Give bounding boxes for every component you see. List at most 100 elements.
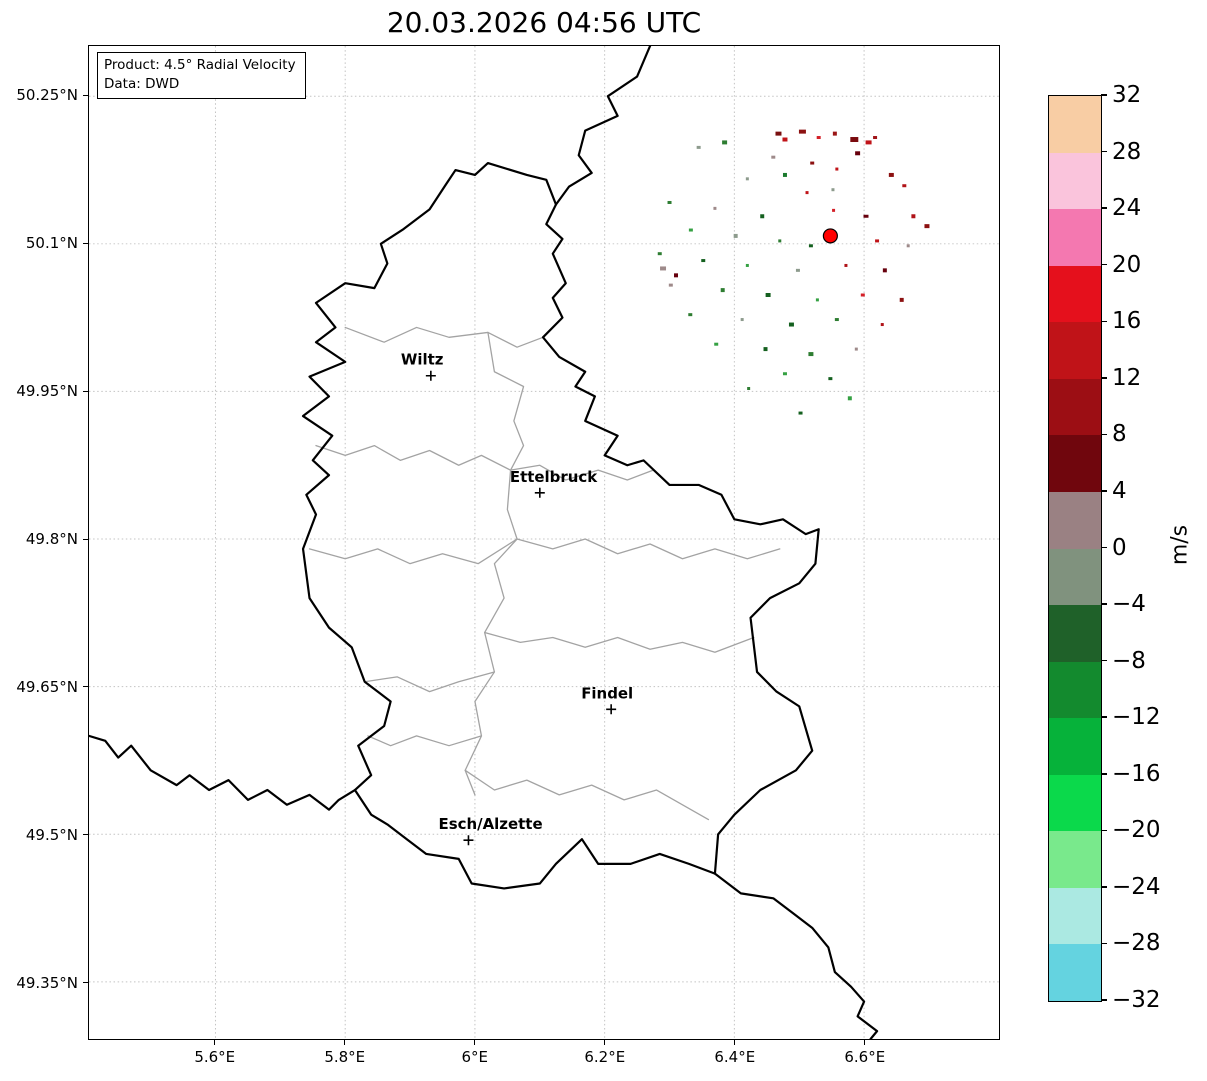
colorbar-tick-mark <box>1101 886 1107 888</box>
radar-echo <box>828 377 833 381</box>
radar-echo <box>668 283 673 287</box>
district-border <box>483 631 755 653</box>
colorbar-tick-mark <box>1101 603 1107 605</box>
x-tick-label: 6°E <box>461 1048 489 1066</box>
radar-echo <box>863 214 869 218</box>
radar-echo <box>765 293 771 297</box>
x-tick-mark <box>864 1040 866 1045</box>
radar-echo <box>875 239 880 243</box>
radar-echo <box>722 140 728 145</box>
colorbar-segment <box>1049 718 1101 775</box>
x-tick-label: 6.4°E <box>714 1048 756 1066</box>
city-marker <box>606 704 617 715</box>
colorbar-tick-mark <box>1101 942 1107 945</box>
radar-echo <box>763 347 768 352</box>
map-canvas: Wiltz Ettelbruck Findel Esch/Alzette <box>89 46 999 1039</box>
radar-echo <box>924 224 930 229</box>
district-border <box>315 444 512 471</box>
city-marker <box>425 370 436 381</box>
radar-echo <box>850 137 859 143</box>
y-tick-mark <box>83 834 88 836</box>
radar-echo <box>657 252 662 256</box>
colorbar-segment <box>1049 378 1101 436</box>
colorbar-tick-label: −28 <box>1112 930 1161 957</box>
colorbar-segment <box>1049 661 1101 719</box>
colorbar-segment <box>1049 265 1101 323</box>
radar-echo <box>880 323 884 327</box>
colorbar-segment <box>1049 322 1101 379</box>
x-tick-label: 5.8°E <box>324 1048 366 1066</box>
colorbar-segment <box>1049 152 1101 210</box>
data-source-line: Data: DWD <box>104 75 180 92</box>
colorbar-tick-mark <box>1101 659 1107 662</box>
colorbar-segment <box>1049 831 1101 888</box>
radar-echo <box>714 342 719 346</box>
radar-echo <box>805 191 809 195</box>
colorbar <box>1048 95 1102 1002</box>
x-tick-mark <box>734 1040 736 1045</box>
radar-echo <box>832 131 837 136</box>
colorbar-tick-mark <box>1101 94 1107 96</box>
colorbar-tick-mark <box>1101 999 1107 1001</box>
figure-title: 20.03.2026 04:56 UTC <box>386 6 702 39</box>
radar-echo <box>855 151 861 156</box>
radar-echo <box>860 293 865 297</box>
colorbar-tick-mark <box>1101 263 1107 266</box>
colorbar-tick-mark <box>1101 490 1107 492</box>
radar-echo <box>674 273 679 278</box>
radar-echo <box>911 214 916 219</box>
colorbar-tick-label: 8 <box>1112 421 1127 448</box>
x-tick-mark <box>214 1040 216 1045</box>
colorbar-tick-label: −4 <box>1112 591 1146 618</box>
city-label: Wiltz <box>401 351 444 369</box>
colorbar-tick-label: −8 <box>1112 647 1146 674</box>
y-tick-label: 50.1°N <box>25 234 78 253</box>
city-marker <box>463 835 474 846</box>
y-tick-mark <box>83 686 88 688</box>
radar-echo <box>808 244 813 248</box>
district-border <box>308 538 518 565</box>
colorbar-tick-label: −16 <box>1112 760 1161 787</box>
product-info-box: Product: 4.5° Radial Velocity Data: DWD <box>97 52 306 100</box>
radar-echo <box>760 214 765 219</box>
radar-echo <box>696 145 701 149</box>
city-label: Esch/Alzette <box>439 815 543 833</box>
district-border <box>367 735 483 747</box>
radar-echo <box>782 172 787 177</box>
colorbar-tick-mark <box>1101 320 1107 322</box>
city-label: Ettelbruck <box>510 468 598 486</box>
y-tick-label: 49.5°N <box>25 825 78 844</box>
y-tick-mark <box>83 390 88 392</box>
radar-echo <box>810 161 815 165</box>
colorbar-tick-mark <box>1101 546 1107 549</box>
country-border <box>89 734 357 811</box>
radar-echo <box>906 244 910 248</box>
x-tick-label: 6.6°E <box>844 1048 886 1066</box>
colorbar-segment <box>1049 209 1101 266</box>
radar-echo <box>688 228 693 232</box>
radar-echo <box>798 411 803 415</box>
radar-echo <box>745 177 749 181</box>
colorbar-segment <box>1049 774 1101 832</box>
radar-echo <box>834 318 839 322</box>
y-tick-mark <box>83 538 88 540</box>
colorbar-segment <box>1049 548 1101 606</box>
radar-echo <box>747 387 751 391</box>
colorbar-tick-label: 0 <box>1112 534 1127 561</box>
radar-echo <box>815 298 819 302</box>
radar-echo <box>701 259 706 263</box>
colorbar-tick-mark <box>1101 829 1107 832</box>
radar-echo <box>660 266 667 271</box>
colorbar-tick-label: 16 <box>1112 308 1142 335</box>
luxembourg-border <box>301 161 820 890</box>
colorbar-tick-mark <box>1101 433 1107 436</box>
x-tick-label: 5.6°E <box>194 1048 236 1066</box>
radar-echo <box>778 239 782 243</box>
y-tick-label: 49.95°N <box>16 382 78 401</box>
radar-echo <box>775 131 782 136</box>
radar-echo <box>844 263 848 267</box>
colorbar-tick-label: 20 <box>1112 251 1142 278</box>
x-tick-mark <box>344 1040 346 1045</box>
radar-echo <box>831 188 835 192</box>
